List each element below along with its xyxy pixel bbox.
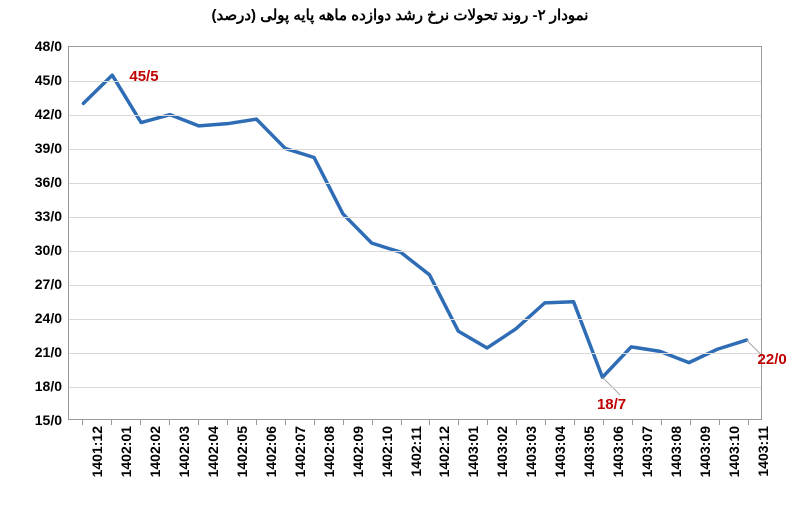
grid-line: [69, 319, 761, 320]
x-tick-mark: [632, 420, 633, 425]
y-tick-label: 48/0: [20, 38, 62, 54]
x-tick-label: 1403:08: [668, 426, 684, 477]
y-tick-label: 18/0: [20, 378, 62, 394]
x-tick-label: 1402:01: [118, 426, 134, 477]
x-tick-label: 1402:12: [436, 426, 452, 477]
grid-line: [69, 217, 761, 218]
x-tick-mark: [603, 420, 604, 425]
x-tick-label: 1403:11: [755, 426, 771, 477]
x-tick-mark: [719, 420, 720, 425]
x-tick-mark: [458, 420, 459, 425]
series-line: [83, 75, 746, 377]
x-tick-mark: [429, 420, 430, 425]
x-tick-mark: [372, 420, 373, 425]
x-tick-label: 1402:02: [147, 426, 163, 477]
chart-line-svg: [69, 47, 761, 419]
x-tick-label: 1402:06: [263, 426, 279, 477]
x-tick-mark: [690, 420, 691, 425]
x-tick-label: 1403:01: [465, 426, 481, 477]
x-tick-mark: [748, 420, 749, 425]
chart-container: نمودار ۲- روند تحولات نرخ رشد دوازده ماه…: [0, 0, 800, 515]
x-tick-label: 1402:09: [350, 426, 366, 477]
x-tick-label: 1403:10: [726, 426, 742, 477]
x-tick-label: 1402:11: [408, 426, 424, 477]
x-tick-mark: [111, 420, 112, 425]
y-tick-label: 42/0: [20, 106, 62, 122]
x-tick-mark: [545, 420, 546, 425]
grid-line: [69, 285, 761, 286]
x-tick-mark: [487, 420, 488, 425]
x-tick-label: 1403:06: [610, 426, 626, 477]
x-tick-label: 1403:09: [697, 426, 713, 477]
x-tick-label: 1402:08: [321, 426, 337, 477]
x-tick-label: 1401:12: [89, 426, 105, 477]
x-tick-label: 1403:04: [552, 426, 568, 477]
y-tick-label: 24/0: [20, 310, 62, 326]
x-tick-label: 1403:05: [581, 426, 597, 477]
x-tick-label: 1403:07: [639, 426, 655, 477]
annotation-label: 45/5: [129, 68, 158, 85]
x-tick-mark: [82, 420, 83, 425]
plot-area: [68, 46, 762, 420]
grid-line: [69, 353, 761, 354]
x-tick-mark: [661, 420, 662, 425]
x-tick-mark: [314, 420, 315, 425]
grid-line: [69, 149, 761, 150]
x-tick-label: 1403:03: [523, 426, 539, 477]
x-tick-label: 1402:05: [234, 426, 250, 477]
x-tick-mark: [516, 420, 517, 425]
x-tick-mark: [169, 420, 170, 425]
y-tick-label: 30/0: [20, 242, 62, 258]
grid-line: [69, 81, 761, 82]
y-tick-label: 36/0: [20, 174, 62, 190]
x-tick-mark: [343, 420, 344, 425]
y-tick-label: 39/0: [20, 140, 62, 156]
annotation-label: 18/7: [597, 396, 626, 413]
x-tick-label: 1402:10: [379, 426, 395, 477]
x-tick-label: 1402:07: [292, 426, 308, 477]
x-tick-mark: [574, 420, 575, 425]
x-tick-mark: [140, 420, 141, 425]
grid-line: [69, 115, 761, 116]
grid-line: [69, 251, 761, 252]
chart-title: نمودار ۲- روند تحولات نرخ رشد دوازده ماه…: [0, 6, 800, 24]
y-tick-label: 21/0: [20, 344, 62, 360]
y-tick-label: 15/0: [20, 412, 62, 428]
x-tick-mark: [256, 420, 257, 425]
y-tick-label: 27/0: [20, 276, 62, 292]
x-tick-label: 1402:03: [176, 426, 192, 477]
x-tick-mark: [198, 420, 199, 425]
x-tick-label: 1402:04: [205, 426, 221, 477]
x-tick-label: 1403:02: [494, 426, 510, 477]
x-tick-mark: [285, 420, 286, 425]
x-tick-mark: [227, 420, 228, 425]
y-tick-label: 33/0: [20, 208, 62, 224]
grid-line: [69, 183, 761, 184]
grid-line: [69, 387, 761, 388]
x-tick-mark: [401, 420, 402, 425]
y-tick-label: 45/0: [20, 72, 62, 88]
annotation-label: 22/0: [758, 351, 787, 368]
